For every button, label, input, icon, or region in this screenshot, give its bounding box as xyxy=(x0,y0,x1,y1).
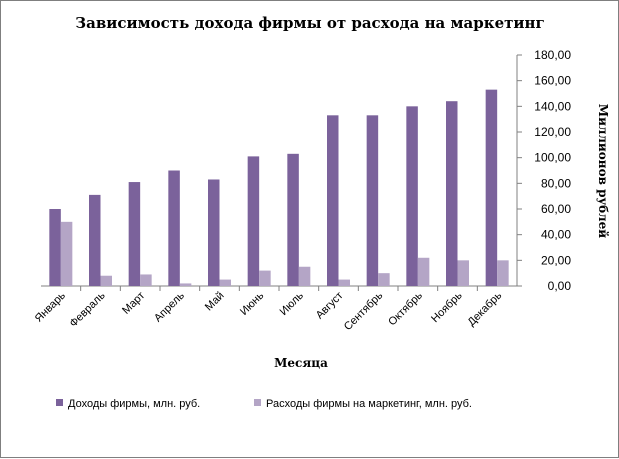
x-category-label: Июль xyxy=(278,289,307,318)
bar-marketing xyxy=(219,279,231,286)
bar-income xyxy=(208,179,220,286)
bar-marketing xyxy=(259,270,271,286)
y-tick-label: 180,00 xyxy=(534,48,571,62)
bar-marketing xyxy=(179,283,192,286)
y-tick-label: 80,00 xyxy=(541,176,571,190)
x-category-label: Апрель xyxy=(152,289,187,324)
legend-label: Доходы фирмы, млн. руб. xyxy=(68,398,200,410)
chart-title: Зависимость дохода фирмы от расхода на м… xyxy=(75,14,544,32)
x-category-label: Май xyxy=(203,290,227,314)
x-category-label: Февраль xyxy=(68,289,108,329)
bar-income xyxy=(446,101,458,286)
legend-swatch xyxy=(254,399,261,406)
y-tick-label: 160,00 xyxy=(534,74,571,88)
bar-income xyxy=(89,194,101,286)
legend-label: Расходы фирмы на маркетинг, млн. руб. xyxy=(266,398,472,410)
bar-marketing xyxy=(457,260,469,286)
x-category-label: Ноябрь xyxy=(429,289,465,325)
x-category-label: Июнь xyxy=(238,289,266,317)
bar-marketing xyxy=(140,274,152,286)
bar-marketing xyxy=(60,221,73,286)
y-tick-label: 140,00 xyxy=(534,99,571,113)
bar-income xyxy=(168,170,180,286)
y-tick-label: 100,00 xyxy=(534,151,571,165)
legend-swatch xyxy=(56,399,63,406)
y-tick-label: 0,00 xyxy=(548,279,572,293)
y-tick-label: 40,00 xyxy=(541,228,571,242)
bar-income xyxy=(128,182,141,286)
y-axis-title: Миллионов рублей xyxy=(596,104,610,238)
bar-income xyxy=(327,115,339,286)
y-tick-label: 60,00 xyxy=(541,202,571,216)
y-tick-label: 20,00 xyxy=(541,253,571,267)
y-tick-label: 120,00 xyxy=(534,125,571,139)
bar-marketing xyxy=(417,257,430,286)
x-category-label: Сентябрь xyxy=(342,289,386,333)
bar-marketing xyxy=(298,266,311,286)
legend: Доходы фирмы, млн. руб. Расходы фирмы на … xyxy=(56,398,472,410)
bar-marketing xyxy=(338,279,350,286)
bar-marketing xyxy=(100,275,112,286)
x-category-label: Декабрь xyxy=(465,289,504,328)
bar-income xyxy=(406,106,418,286)
bar-income xyxy=(366,115,379,286)
x-category-label: Август xyxy=(314,290,346,322)
x-category-label: Январь xyxy=(33,289,68,324)
bar-income xyxy=(49,209,61,286)
bar-marketing xyxy=(378,273,390,286)
x-category-label: Март xyxy=(120,290,147,317)
bar-income xyxy=(485,89,498,287)
bar-marketing xyxy=(497,260,509,286)
plot-area: 0,00 20,00 40,00 60,00 80,00 100,00 120,00 140,… xyxy=(33,48,572,333)
x-axis-title: Месяца xyxy=(274,356,328,370)
bar-income xyxy=(287,153,299,286)
bar-income xyxy=(247,156,260,286)
x-category-label: Октябрь xyxy=(386,289,425,328)
